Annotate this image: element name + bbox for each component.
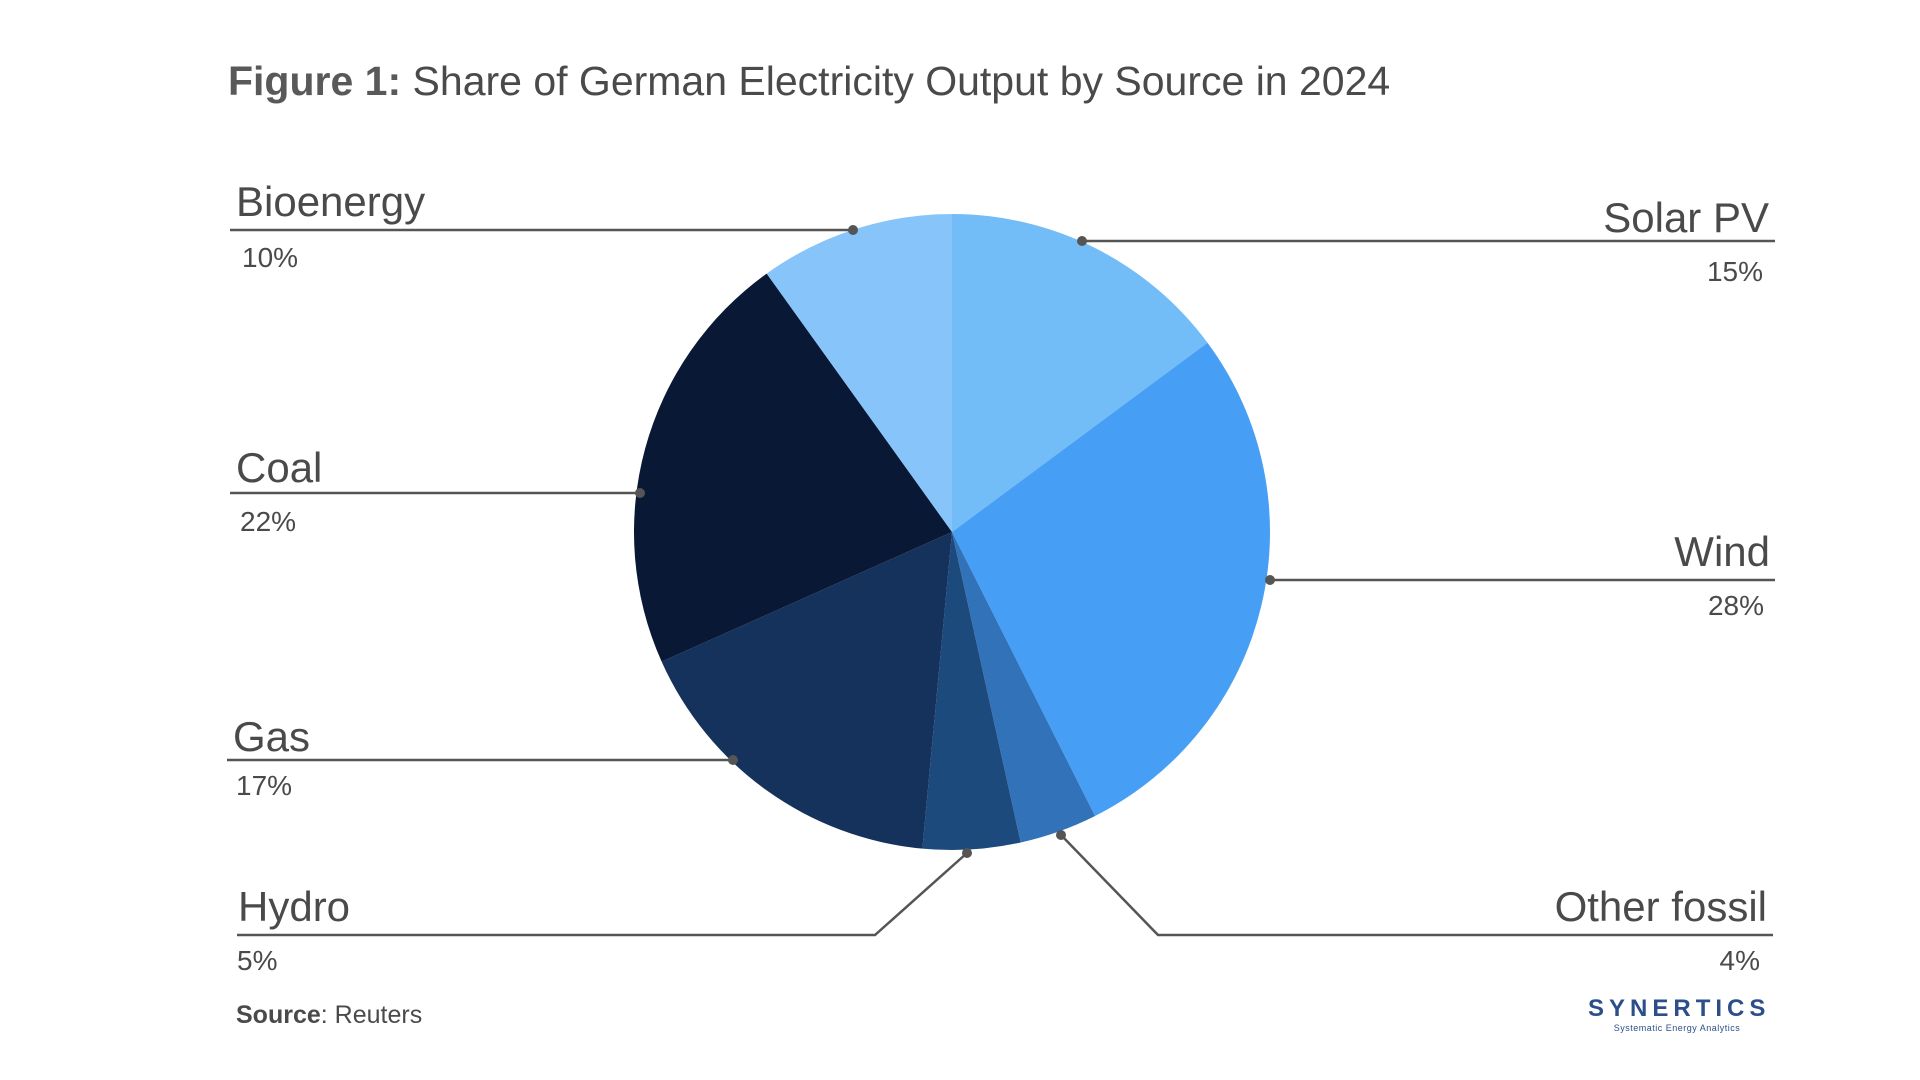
slice-value-hydro: 5% bbox=[237, 947, 277, 975]
source-note: Source: Reuters bbox=[236, 1001, 422, 1030]
slice-value-bioenergy: 10% bbox=[242, 244, 298, 272]
logo-name: SYNERTICS bbox=[1588, 997, 1766, 1021]
slice-value-solar-pv: 15% bbox=[1707, 258, 1763, 286]
slice-label-gas: Gas bbox=[233, 716, 310, 758]
slice-label-coal: Coal bbox=[236, 447, 322, 489]
slice-label-wind: Wind bbox=[1674, 531, 1770, 573]
chart-title: Figure 1: Share of German Electricity Ou… bbox=[228, 58, 1390, 105]
slice-value-gas: 17% bbox=[236, 772, 292, 800]
leader-dot-bioenergy bbox=[848, 225, 858, 235]
slice-label-solar-pv: Solar PV bbox=[1603, 197, 1769, 239]
pie-slices bbox=[634, 214, 1270, 850]
leader-dot-gas bbox=[728, 755, 738, 765]
slice-label-other-fossil: Other fossil bbox=[1555, 886, 1767, 928]
leader-dot-wind bbox=[1265, 575, 1275, 585]
slice-value-wind: 28% bbox=[1708, 592, 1764, 620]
leader-dot-coal bbox=[635, 488, 645, 498]
logo-tagline: Systematic Energy Analytics bbox=[1588, 1023, 1766, 1033]
title-text: Share of German Electricity Output by So… bbox=[413, 58, 1391, 104]
figure-number: Figure 1: bbox=[228, 58, 401, 104]
slice-value-coal: 22% bbox=[240, 508, 296, 536]
slice-value-other-fossil: 4% bbox=[1720, 947, 1760, 975]
source-label: Source bbox=[236, 1001, 321, 1029]
leader-dot-solar-pv bbox=[1077, 236, 1087, 246]
slice-label-hydro: Hydro bbox=[238, 886, 350, 928]
slice-label-bioenergy: Bioenergy bbox=[236, 181, 425, 223]
leader-dot-other-fossil bbox=[1056, 830, 1066, 840]
leader-dot-hydro bbox=[962, 848, 972, 858]
synertics-logo: SYNERTICS Systematic Energy Analytics bbox=[1588, 997, 1766, 1033]
source-text: : Reuters bbox=[321, 1001, 422, 1029]
